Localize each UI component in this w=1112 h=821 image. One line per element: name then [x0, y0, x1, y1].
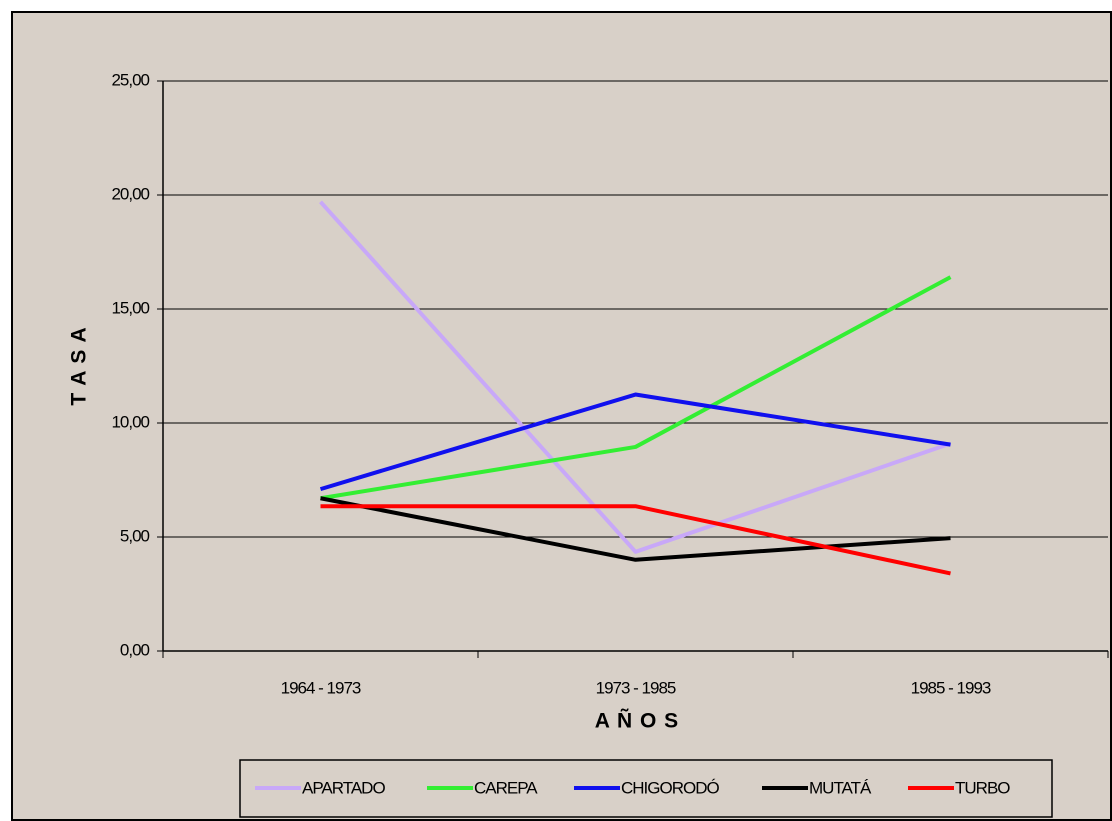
series-line [320, 504, 951, 576]
y-tick-label: 25,00 [111, 70, 149, 89]
y-tick-label: 15,00 [111, 298, 149, 317]
y-tick-label: 0,00 [120, 640, 150, 659]
legend-label: MUTATÁ [809, 778, 872, 797]
y-tick-label: 5,00 [120, 526, 150, 545]
series-line [320, 496, 951, 562]
x-axis-title: A Ñ O S [595, 710, 679, 733]
x-tick-label: 1973 - 1985 [596, 678, 676, 697]
y-tick-label: 10,00 [111, 412, 149, 431]
x-tick-label: 1985 - 1993 [911, 678, 991, 697]
series-line [319, 392, 951, 492]
series-line [319, 200, 952, 554]
legend-label: CAREPA [474, 778, 538, 797]
y-tick-label: 20,00 [111, 184, 149, 203]
legend-label: CHIGORODÓ [621, 778, 720, 797]
legend-label: APARTADO [302, 778, 385, 797]
series-line [320, 275, 952, 501]
y-axis-title: T A S A [68, 326, 91, 405]
legend-label: TURBO [955, 778, 1010, 797]
x-tick-label: 1964 - 1973 [281, 678, 361, 697]
